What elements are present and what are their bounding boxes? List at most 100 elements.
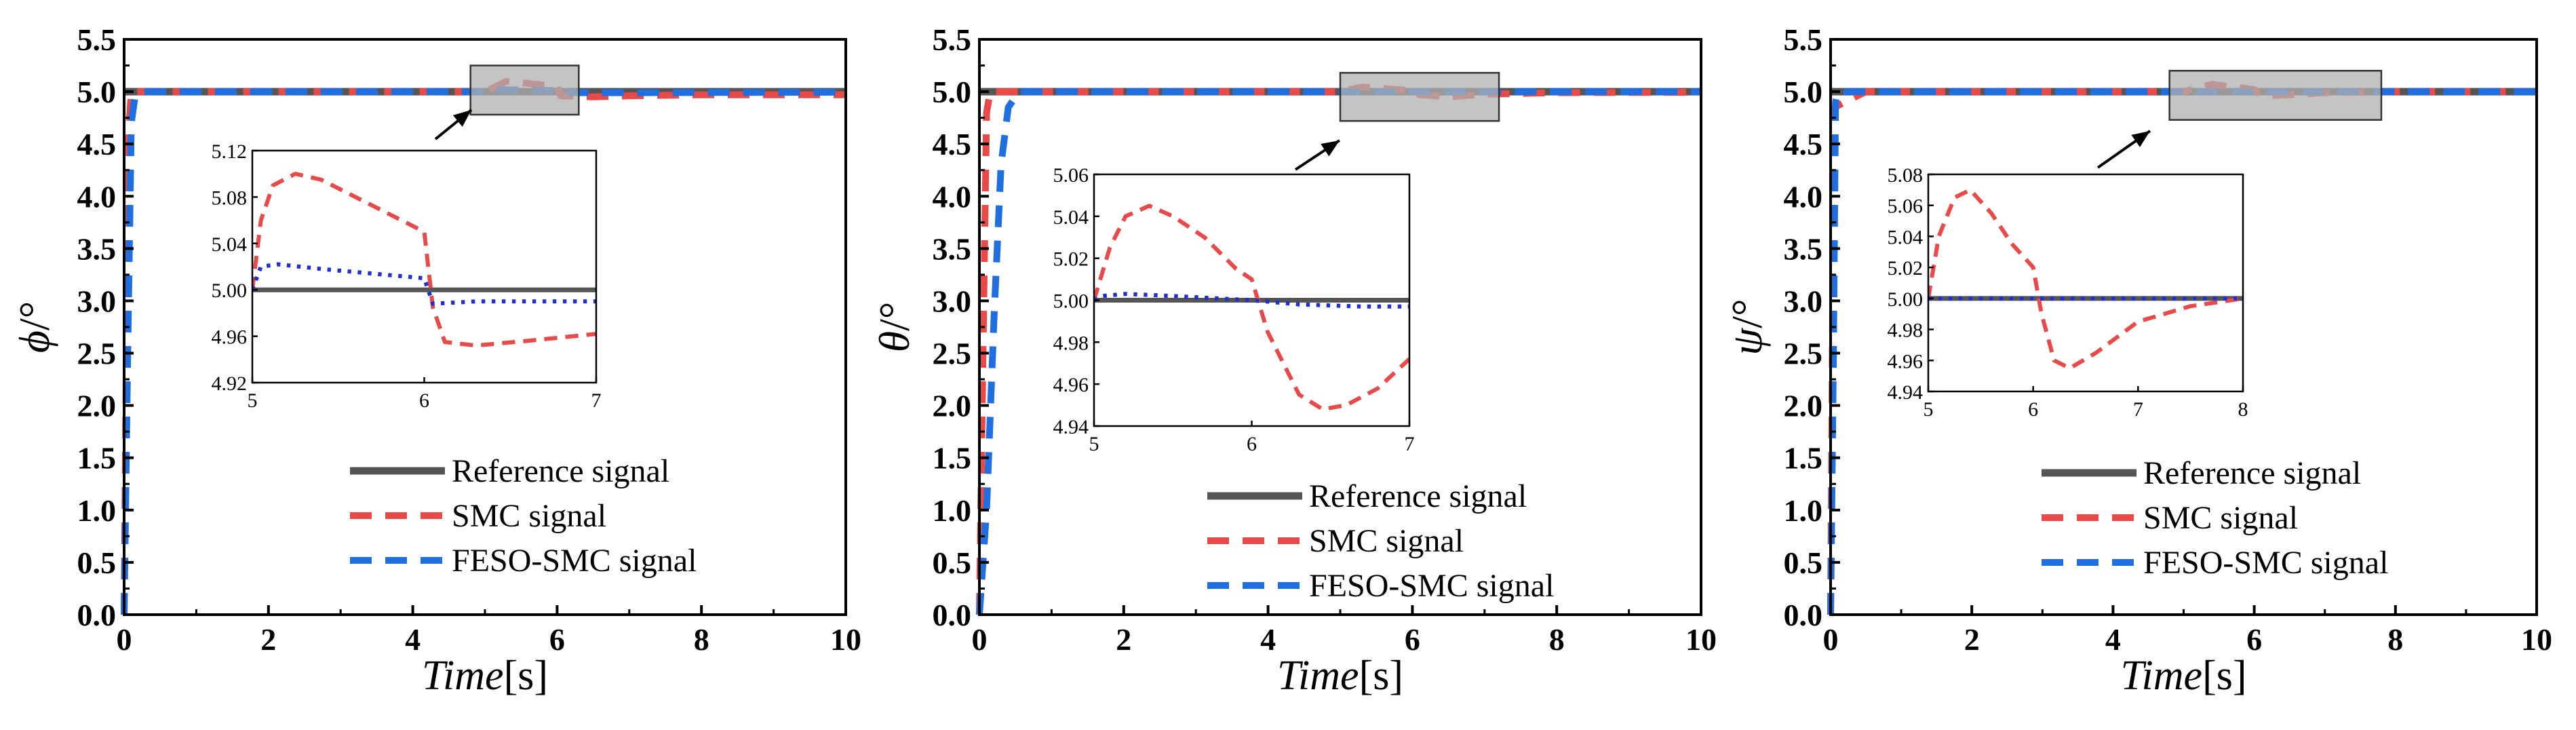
x-tick-label: 8 [1549, 622, 1565, 657]
y-tick-label: 1.5 [77, 441, 117, 476]
inset-series-smc-signal [1094, 204, 1409, 412]
x-axis-label-name: Time [2120, 653, 2202, 699]
y-tick-label: 0.0 [933, 598, 972, 632]
inset-y-tick-label: 4.92 [212, 372, 248, 395]
x-axis-label-unit: [s] [504, 653, 548, 699]
inset-chart: 4.92 4.96 5.00 5.04 5.08 5.12 5 6 7 [212, 140, 602, 412]
inset-y-tick-label: 4.98 [1888, 320, 1924, 342]
y-tick-label: 4.0 [933, 179, 972, 214]
y-tick-label: 3.0 [1784, 284, 1823, 318]
inset-x-tick-label: 5 [248, 389, 258, 412]
series-line-feso-smc-signal [1827, 88, 2537, 615]
inset-y-tick-label: 5.12 [212, 140, 248, 163]
legend-label: Reference signal [452, 453, 669, 489]
y-axis-label-symbol: ϕ [10, 330, 58, 353]
zoom-box [2168, 70, 2383, 121]
x-axis-label-unit: [s] [1359, 653, 1403, 699]
inset-background [1928, 174, 2243, 391]
inset-x-tick-label: 6 [1247, 433, 1257, 455]
y-tick-label: 0.0 [77, 598, 117, 632]
inset-y-tick-label: 4.96 [1053, 374, 1089, 396]
y-tick-label: 4.0 [77, 179, 117, 214]
x-axis-label: Time[s] [2120, 653, 2246, 699]
y-axis-label: ψ/° [1723, 299, 1771, 355]
inset-y-tick-label: 5.06 [1888, 195, 1924, 218]
legend-label: FESO-SMC signal [2143, 545, 2388, 581]
chart-panel-3: 0.0 0.5 1.0 1.5 2.0 2.5 3.0 3.5 4.0 4.5 5.0 5.5 0 2 4 6… [1723, 22, 2552, 699]
y-tick-label: 5.0 [1784, 75, 1823, 109]
y-tick-label: 3.5 [1784, 231, 1823, 266]
legend: Reference signal SMC signal FESO-SMC signa… [350, 453, 697, 579]
inset-y-tick-label: 4.94 [1053, 416, 1089, 438]
x-axis-label: Time[s] [422, 653, 548, 699]
inset-series-feso-smc-signal [252, 262, 596, 306]
inset-x-tick-label: 7 [591, 389, 602, 412]
x-axis-label: Time[s] [1277, 653, 1403, 699]
inset-chart: 4.94 4.96 4.98 5.00 5.02 5.04 5.06 5.08 5 6 7 8 [1888, 164, 2248, 421]
y-axis-label-unit: /° [870, 302, 918, 331]
y-tick-label: 1.0 [1784, 493, 1823, 528]
y-tick-label: 5.5 [77, 22, 117, 57]
y-tick-label: 5.0 [933, 75, 972, 109]
y-axis-label-symbol: ψ [1723, 328, 1771, 356]
y-tick-label: 4.5 [1784, 127, 1823, 161]
inset-x-tick-label: 6 [2028, 398, 2038, 421]
zoom-box [1339, 72, 1500, 122]
y-tick-label: 2.5 [933, 337, 972, 371]
legend: Reference signal SMC signal FESO-SMC signa… [2042, 455, 2388, 581]
x-tick-label: 4 [2105, 622, 2121, 657]
y-tick-label: 2.0 [933, 389, 972, 423]
inset-y-tick-label: 5.00 [1053, 290, 1089, 313]
inset-series-smc-signal [252, 172, 596, 348]
inset-x-tick-label: 5 [1924, 398, 1934, 421]
x-tick-label: 8 [694, 622, 709, 657]
y-tick-label: 2.5 [1784, 337, 1823, 371]
x-tick-label: 6 [549, 622, 565, 657]
inset-y-tick-label: 4.96 [1888, 350, 1924, 372]
x-tick-label: 0 [117, 622, 132, 657]
y-tick-label: 0.5 [933, 545, 972, 580]
charts-root: 0.0 0.5 1.0 1.5 2.0 2.5 3.0 3.5 4.0 4.5 5.0 5.5 0 2 4 6… [10, 22, 2552, 699]
y-tick-label: 5.5 [1784, 22, 1823, 57]
zoom-arrow-head [1321, 140, 1340, 157]
inset-chart: 4.94 4.96 4.98 5.00 5.02 5.04 5.06 5 6 7 [1053, 164, 1415, 455]
x-axis-label-name: Time [422, 653, 504, 699]
legend-label: Reference signal [1309, 478, 1527, 514]
legend-label: SMC signal [452, 498, 606, 534]
y-tick-label: 4.5 [77, 127, 117, 161]
zoom-box [469, 64, 580, 116]
y-axis-label-unit: /° [1723, 299, 1771, 328]
legend-label: SMC signal [2143, 500, 2298, 536]
inset-y-tick-label: 5.08 [1888, 164, 1924, 187]
y-tick-label: 3.5 [77, 231, 117, 266]
x-tick-label: 0 [972, 622, 988, 657]
inset-y-tick-label: 4.96 [212, 326, 248, 349]
y-tick-label: 3.0 [933, 284, 972, 318]
inset-y-tick-label: 4.98 [1053, 332, 1089, 354]
inset-x-tick-label: 7 [1405, 433, 1415, 455]
x-tick-label: 10 [1685, 622, 1717, 657]
inset-y-tick-label: 5.04 [1888, 226, 1924, 248]
y-tick-label: 5.5 [933, 22, 972, 57]
x-tick-label: 2 [260, 622, 276, 657]
y-tick-label: 4.0 [1784, 179, 1823, 214]
y-axis-label-unit: /° [10, 301, 58, 330]
y-axis-label-symbol: θ [870, 331, 918, 352]
y-tick-label: 5.0 [77, 75, 117, 109]
x-tick-label: 6 [1405, 622, 1420, 657]
y-tick-label: 1.5 [1784, 441, 1823, 476]
x-tick-label: 2 [1964, 622, 1980, 657]
y-tick-label: 1.0 [77, 493, 117, 528]
y-tick-label: 3.0 [77, 284, 117, 318]
legend-label: Reference signal [2143, 455, 2361, 491]
inset-y-tick-label: 5.06 [1053, 164, 1089, 187]
inset-x-tick-label: 6 [419, 389, 429, 412]
y-tick-label: 2.0 [77, 389, 117, 423]
inset-y-tick-label: 5.02 [1053, 248, 1089, 271]
zoom-arrow-head [452, 110, 471, 127]
inset-x-tick-label: 8 [2238, 398, 2248, 421]
inset-frame [1927, 173, 2244, 393]
series-line-feso-smc-signal [121, 86, 846, 615]
legend-label: FESO-SMC signal [452, 543, 697, 579]
x-tick-label: 4 [1260, 622, 1276, 657]
